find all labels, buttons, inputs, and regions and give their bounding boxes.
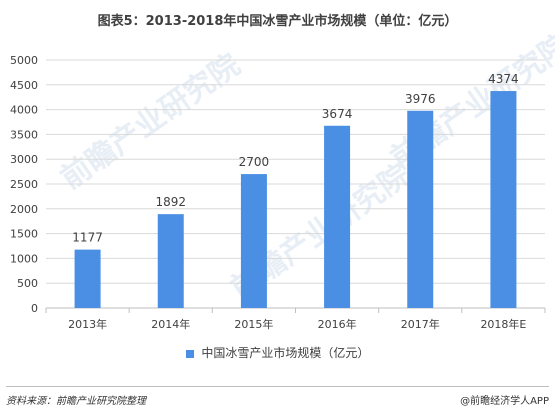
x-tick-label: 2015年 bbox=[234, 317, 273, 331]
bar bbox=[324, 125, 351, 309]
y-tick-label: 3000 bbox=[10, 153, 38, 166]
y-tick-label: 4000 bbox=[10, 104, 38, 117]
source-note: 资料来源：前瞻产业研究院整理 bbox=[6, 396, 146, 407]
y-tick-label: 4500 bbox=[10, 79, 38, 92]
legend-swatch bbox=[185, 349, 194, 358]
y-tick-label: 2500 bbox=[10, 178, 38, 191]
footer-divider bbox=[6, 386, 549, 387]
bar bbox=[157, 214, 184, 308]
bar bbox=[240, 174, 267, 308]
x-tick-label: 2017年 bbox=[401, 317, 440, 331]
y-tick-label: 3500 bbox=[10, 128, 38, 141]
legend-label: 中国冰雪产业市场规模（亿元） bbox=[201, 346, 370, 360]
data-label: 3674 bbox=[322, 107, 353, 121]
y-tick-label: 1500 bbox=[10, 228, 38, 241]
data-label: 3976 bbox=[405, 92, 436, 106]
x-tick-label: 2018年E bbox=[480, 317, 526, 331]
y-tick-label: 2000 bbox=[10, 203, 38, 216]
y-tick-label: 500 bbox=[17, 277, 38, 290]
x-tick-label: 2014年 bbox=[151, 317, 190, 331]
chart-title: 图表5：2013-2018年中国冰雪产业市场规模（单位：亿元） bbox=[97, 14, 458, 29]
y-tick-label: 0 bbox=[31, 302, 38, 315]
legend: 中国冰雪产业市场规模（亿元） bbox=[0, 344, 555, 361]
data-label: 2700 bbox=[239, 155, 270, 169]
watermark-text: 前瞻产业研究院 bbox=[55, 47, 247, 196]
data-label: 1892 bbox=[155, 195, 186, 209]
x-tick-label: 2013年 bbox=[68, 317, 107, 331]
publisher-credit: @前瞻经济学人APP bbox=[460, 396, 549, 407]
y-tick-label: 5000 bbox=[10, 54, 38, 67]
data-label: 1177 bbox=[72, 231, 103, 245]
y-tick-label: 1000 bbox=[10, 252, 38, 265]
bar bbox=[407, 110, 434, 308]
bar bbox=[490, 91, 517, 309]
bar bbox=[74, 249, 101, 308]
x-tick-label: 2016年 bbox=[318, 317, 357, 331]
data-label: 4374 bbox=[488, 72, 519, 86]
